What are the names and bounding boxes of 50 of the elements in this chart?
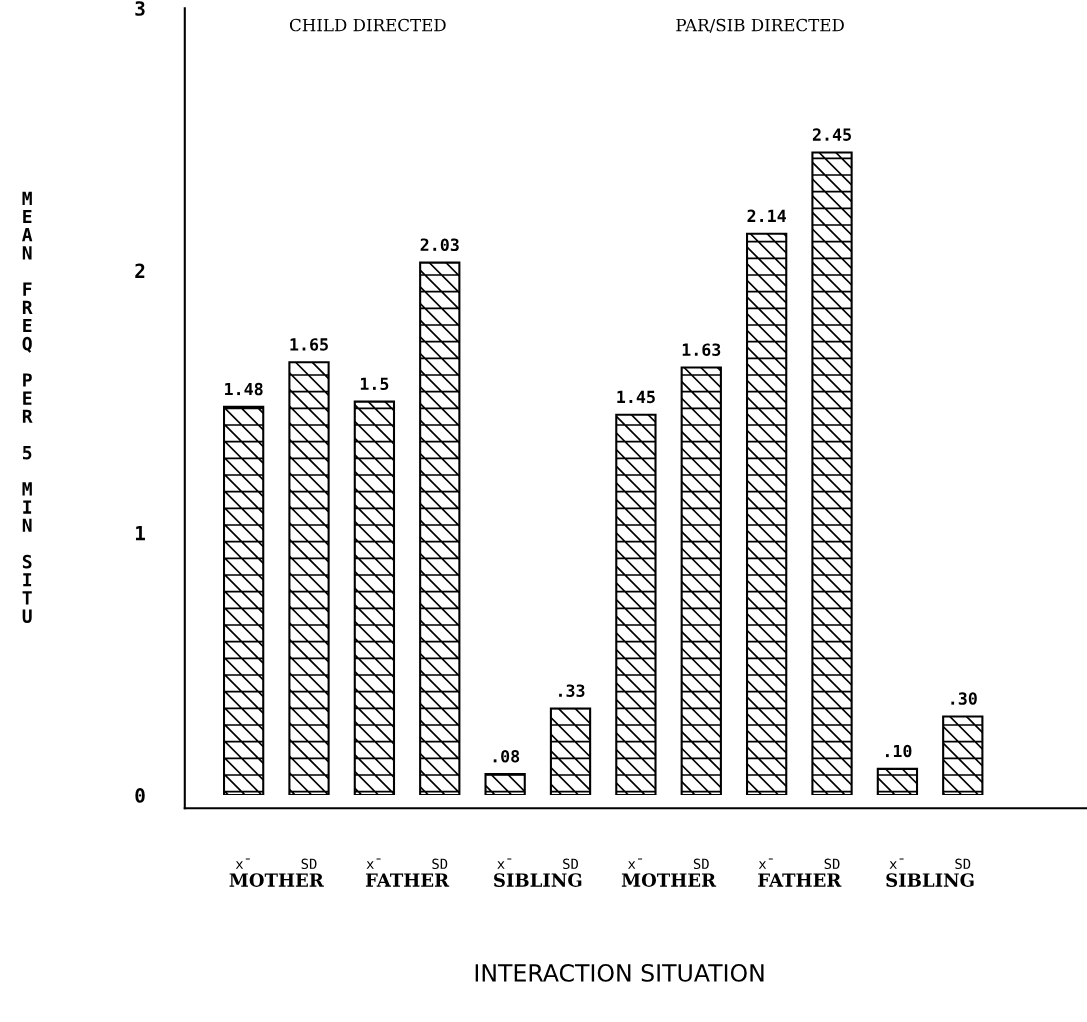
x-tick-label: x̄ [889,858,904,869]
x-tick-label: SD [824,858,840,870]
data-label: .08 [493,749,520,763]
bar [680,366,722,796]
data-label: .10 [886,744,912,758]
x-tick-label: x̄ [497,858,512,869]
bar [288,361,330,796]
x-tick-label: SD [301,858,317,870]
text: MOTHER [621,873,717,887]
bar [876,767,919,796]
y-tick-label: 1 [135,526,145,541]
data-label: 1.65 [290,338,328,351]
text: SIBLING [494,873,582,887]
x-tick-label: SD [563,858,579,870]
x-tick-label: SD [432,858,448,870]
x-tick-label: SD [693,858,709,870]
data-label: 1.63 [682,343,721,356]
x-tick-label: x̄ [758,858,773,869]
x-tick-label: x̄ [235,858,250,869]
data-label: .33 [559,684,585,697]
bar [484,773,526,796]
data-label: 1.45 [617,390,655,404]
data-label: 2.45 [812,128,851,141]
bar [615,413,657,796]
bar [419,261,461,796]
annotation: CHILD DIRECTED [289,18,446,32]
y-tick-label: 2 [135,263,145,278]
bar [353,400,396,796]
bar [222,405,265,796]
annotation: PAR/SIB DIRECTED [676,18,844,33]
text: MOTHER [229,873,324,887]
text: SIBLING [886,873,974,887]
x-tick-label: SD [955,858,971,870]
data-label: 2.14 [747,209,786,222]
data-label: .30 [951,692,977,705]
data-label: 1.5 [360,377,389,391]
data-label: 1.48 [225,382,263,396]
bar [942,715,984,796]
x-axis-title: INTERACTION SITUATION [475,963,764,982]
x-tick-label: x̄ [366,858,381,869]
y-tick-label: 3 [135,1,145,16]
bar [746,232,788,796]
data-label: 2.03 [420,238,459,252]
text: FATHER [365,873,450,887]
text: MEAN FREQ PER 5 MIN SITU [22,191,33,623]
text: FATHER [758,873,842,887]
y-tick-label: 0 [135,788,145,803]
bar [549,707,592,796]
x-tick-label: x̄ [628,858,643,869]
bar [811,151,853,796]
